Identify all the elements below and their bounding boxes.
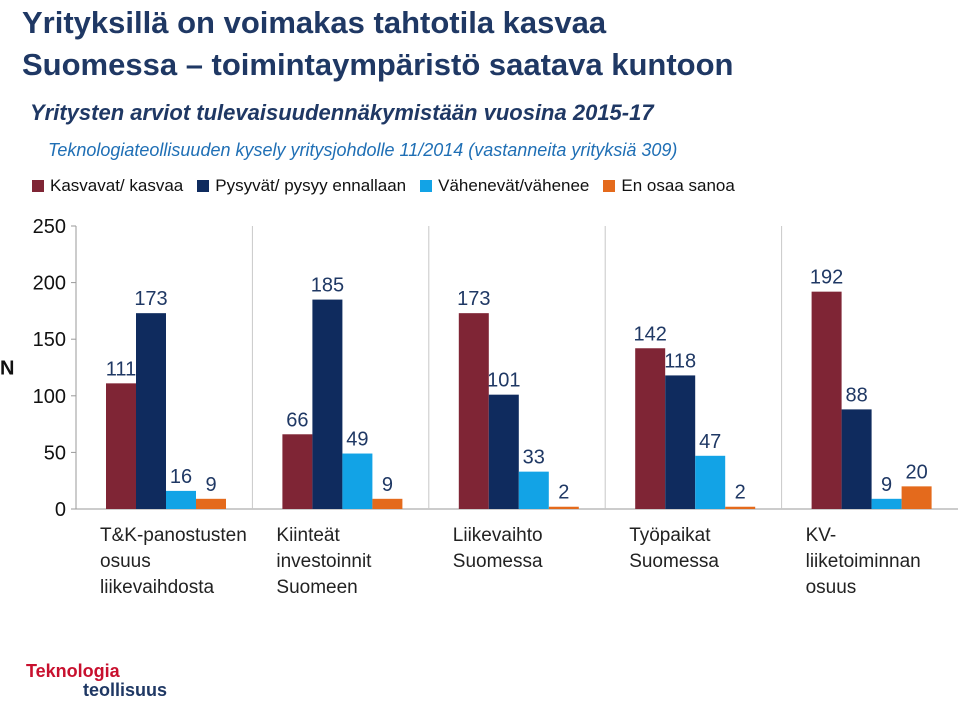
title-line-2: Suomessa – toimintaympäristö saatava kun…	[22, 47, 734, 82]
data-label: 88	[845, 384, 867, 406]
category-label-line: Työpaikat	[629, 525, 711, 546]
data-label: 111	[106, 358, 136, 380]
bar	[901, 486, 932, 509]
data-label: 9	[382, 474, 393, 496]
data-label: 47	[699, 431, 721, 453]
bar	[695, 455, 726, 509]
company-logo: Teknologia teollisuus	[26, 662, 167, 700]
data-label: 142	[634, 323, 667, 345]
data-label: 16	[170, 466, 192, 488]
legend-label: Pysyvät/ pysyy ennallaan	[215, 176, 407, 195]
category-label-line: liikevaihdosta	[100, 577, 214, 598]
bar-chart: 0 50 100 150 200 250 N 111 173 16 9 T&K-panostusten…	[0, 216, 958, 598]
category-label-line: Suomessa	[629, 551, 719, 572]
y-tick-label: 150	[33, 329, 66, 351]
category-label-line: KV-	[806, 525, 837, 546]
category-label-line: T&K-panostusten	[100, 525, 247, 546]
data-label: 49	[346, 429, 368, 451]
chart-legend: Kasvavat/ kasvaa Pysyvät/ pysyy ennallaan…	[32, 176, 749, 196]
y-tick-label: 250	[33, 216, 66, 238]
category-label-line: liiketoiminnan	[806, 551, 921, 572]
data-label: 9	[881, 474, 892, 496]
survey-note: Teknologiateollisuuden kysely yritysjohd…	[48, 140, 678, 160]
legend-item-3: Vähenevät/vähenee	[420, 176, 589, 196]
category-label-line: osuus	[806, 577, 857, 598]
bar	[665, 375, 696, 509]
bar	[548, 506, 579, 509]
bar	[342, 453, 373, 509]
category-label: T&K-panostusten osuus liikevaihdosta	[100, 525, 247, 598]
data-label: 20	[905, 461, 927, 483]
data-label: 33	[523, 447, 545, 469]
category-label-line: Liikevaihto	[453, 525, 543, 546]
bar	[811, 291, 842, 509]
bar	[635, 348, 666, 509]
bar	[841, 409, 872, 509]
legend-swatch	[197, 180, 210, 192]
legend-swatch	[32, 180, 44, 192]
y-tick-label: 0	[55, 499, 66, 521]
data-label: 2	[735, 482, 746, 504]
category-label: Liikevaihto Suomessa	[453, 525, 543, 572]
data-label: 101	[487, 370, 520, 392]
data-label: 118	[664, 350, 696, 372]
bar	[106, 383, 136, 509]
y-tick-label: 50	[44, 442, 66, 464]
legend-label: En osaa sanoa	[621, 176, 735, 195]
category-label-line: osuus	[100, 551, 151, 572]
title-line-1: Yrityksillä on voimakas tahtotila kasvaa	[22, 5, 607, 40]
data-label: 173	[134, 288, 167, 310]
legend-item-4: En osaa sanoa	[603, 176, 735, 196]
bar	[136, 313, 166, 509]
bar	[312, 299, 343, 509]
bar	[725, 506, 756, 509]
category-label-line: Kiinteät	[276, 525, 340, 546]
legend-item-1: Kasvavat/ kasvaa	[32, 176, 183, 196]
legend-label: Kasvavat/ kasvaa	[50, 176, 184, 195]
logo-line-2: teollisuus	[83, 680, 168, 700]
category-label-line: investoinnit	[276, 551, 372, 572]
bar	[282, 434, 313, 509]
y-axis-label: N	[0, 358, 14, 380]
bar	[488, 394, 519, 509]
logo-line-1: Teknologia	[26, 661, 120, 681]
bar	[166, 490, 196, 509]
bar	[458, 313, 489, 509]
data-label: 185	[311, 275, 344, 297]
legend-swatch	[603, 180, 616, 192]
legend-swatch	[420, 180, 433, 192]
chart-subtitle: Yritysten arviot tulevaisuudennäkymistää…	[30, 100, 654, 125]
category-label: Kiinteät investoinnit Suomeen	[276, 525, 372, 598]
bar	[372, 498, 403, 509]
bar	[518, 471, 549, 509]
data-label: 2	[558, 482, 569, 504]
legend-item-2: Pysyvät/ pysyy ennallaan	[197, 176, 406, 196]
category-label: KV-liiketoiminnan osuus	[806, 525, 921, 598]
slide-title: Yrityksillä on voimakas tahtotila kasvaa…	[22, 2, 734, 86]
data-label: 9	[205, 474, 216, 496]
category-label-line: Suomeen	[276, 577, 357, 598]
y-tick-label: 100	[33, 386, 66, 408]
data-label: 66	[286, 409, 308, 431]
data-label: 192	[810, 267, 843, 289]
category-label-line: Suomessa	[453, 551, 543, 572]
bar	[196, 498, 226, 509]
y-tick-label: 200	[33, 273, 66, 295]
bar	[871, 498, 902, 509]
data-label: 173	[457, 288, 490, 310]
category-label: Työpaikat Suomessa	[629, 525, 719, 572]
legend-label: Vähenevät/vähenee	[438, 176, 590, 195]
